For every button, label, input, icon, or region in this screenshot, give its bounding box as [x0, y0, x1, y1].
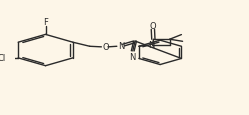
Text: O: O [150, 22, 156, 30]
Text: O: O [102, 43, 109, 52]
Text: F: F [43, 18, 48, 27]
Text: N: N [118, 42, 125, 51]
Text: N: N [129, 52, 136, 61]
Text: N: N [148, 41, 154, 50]
Text: Cl: Cl [0, 54, 6, 63]
